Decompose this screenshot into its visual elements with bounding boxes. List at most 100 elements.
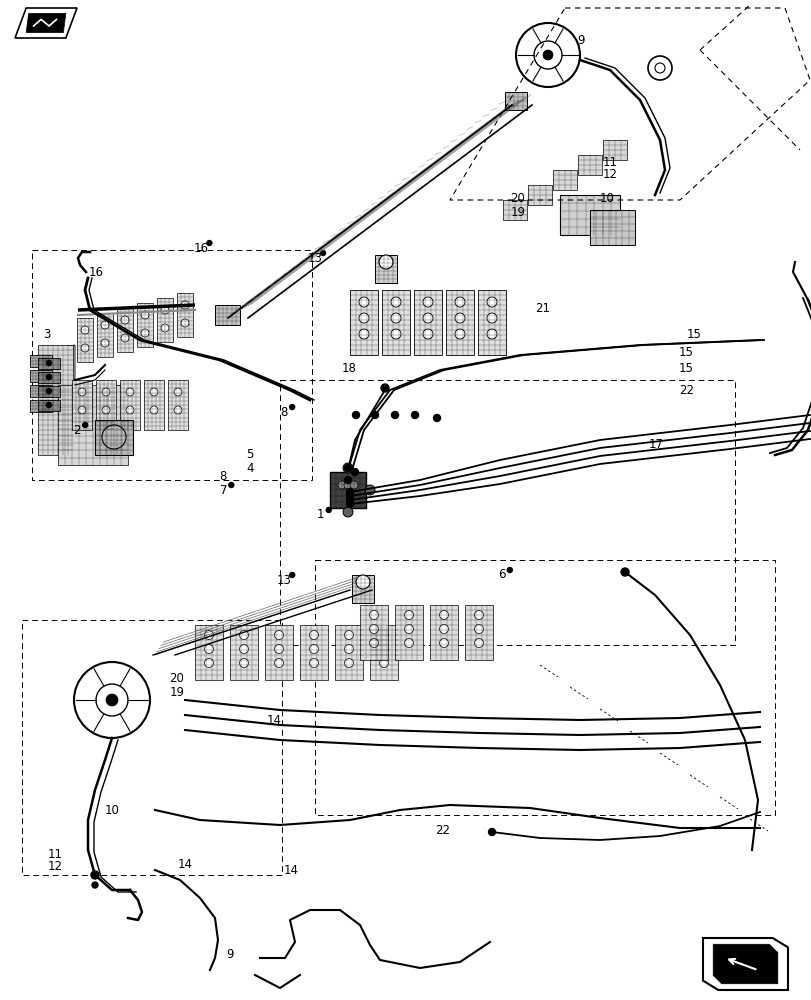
Circle shape <box>81 344 89 352</box>
Circle shape <box>101 321 109 329</box>
Circle shape <box>150 388 158 396</box>
Bar <box>195 625 223 680</box>
Circle shape <box>487 297 496 307</box>
Circle shape <box>355 575 370 589</box>
Bar <box>215 305 240 325</box>
Bar <box>168 380 188 430</box>
Circle shape <box>487 329 496 339</box>
Circle shape <box>92 882 98 888</box>
Bar <box>96 380 116 430</box>
Circle shape <box>121 334 129 342</box>
Bar <box>560 195 620 235</box>
Circle shape <box>454 297 465 307</box>
Text: 13: 13 <box>307 251 322 264</box>
Circle shape <box>350 481 358 489</box>
Bar <box>590 210 634 245</box>
Bar <box>177 293 193 337</box>
Text: 19: 19 <box>169 686 184 698</box>
Text: 8: 8 <box>280 406 288 418</box>
Circle shape <box>507 568 512 572</box>
Circle shape <box>358 313 368 323</box>
Text: 18: 18 <box>341 361 356 374</box>
Circle shape <box>239 645 248 654</box>
Text: 21: 21 <box>534 302 549 314</box>
Text: 2: 2 <box>73 424 81 436</box>
Bar <box>394 605 423 660</box>
Circle shape <box>102 388 109 396</box>
Circle shape <box>46 402 52 408</box>
Circle shape <box>379 645 388 654</box>
Text: 6: 6 <box>497 568 505 582</box>
Circle shape <box>239 658 248 668</box>
Bar <box>117 308 133 352</box>
Bar <box>22 620 281 875</box>
Bar <box>38 358 60 369</box>
Bar <box>120 380 139 430</box>
Bar <box>465 605 492 660</box>
Circle shape <box>174 406 182 414</box>
Bar <box>38 386 60 397</box>
Circle shape <box>369 639 378 648</box>
Circle shape <box>46 374 52 380</box>
Bar <box>97 313 113 357</box>
Circle shape <box>379 631 388 640</box>
Text: 15: 15 <box>678 361 693 374</box>
Text: 9: 9 <box>576 33 584 46</box>
Bar <box>502 200 526 220</box>
Text: 22: 22 <box>678 383 693 396</box>
Text: 11: 11 <box>48 848 62 861</box>
Circle shape <box>346 500 353 508</box>
Circle shape <box>161 324 169 332</box>
Bar <box>603 140 626 160</box>
Circle shape <box>326 508 331 512</box>
Circle shape <box>543 50 552 60</box>
Circle shape <box>404 624 413 634</box>
Circle shape <box>404 639 413 648</box>
Circle shape <box>439 639 448 648</box>
Circle shape <box>391 329 401 339</box>
Circle shape <box>391 313 401 323</box>
Circle shape <box>369 610 378 619</box>
Bar <box>299 625 328 680</box>
Polygon shape <box>712 944 777 984</box>
Circle shape <box>346 496 353 504</box>
Circle shape <box>344 481 351 489</box>
Bar <box>315 560 774 815</box>
Bar <box>351 575 374 603</box>
Circle shape <box>204 645 213 654</box>
Circle shape <box>81 326 89 334</box>
Polygon shape <box>45 395 75 450</box>
Circle shape <box>358 329 368 339</box>
Bar <box>478 290 505 355</box>
Circle shape <box>174 388 182 396</box>
Circle shape <box>290 404 294 410</box>
Circle shape <box>78 406 86 414</box>
Circle shape <box>344 464 351 472</box>
Text: 8: 8 <box>219 471 227 484</box>
Bar <box>77 318 93 362</box>
Text: 17: 17 <box>648 438 663 452</box>
Circle shape <box>454 313 465 323</box>
Circle shape <box>342 507 353 517</box>
Bar <box>335 625 363 680</box>
Text: 3: 3 <box>43 328 51 342</box>
Polygon shape <box>26 13 66 33</box>
Text: 20: 20 <box>169 672 184 684</box>
Circle shape <box>274 658 283 668</box>
Text: 10: 10 <box>599 192 614 205</box>
Bar <box>144 380 164 430</box>
Circle shape <box>102 406 109 414</box>
Bar <box>430 605 457 660</box>
Text: 9: 9 <box>225 948 234 962</box>
Circle shape <box>423 329 432 339</box>
Text: 15: 15 <box>678 346 693 359</box>
Bar <box>30 370 52 382</box>
Polygon shape <box>45 345 75 400</box>
Circle shape <box>204 631 213 640</box>
Circle shape <box>344 658 353 668</box>
Circle shape <box>474 639 483 648</box>
Circle shape <box>344 477 351 484</box>
Circle shape <box>126 388 134 396</box>
Circle shape <box>404 610 413 619</box>
Circle shape <box>121 316 129 324</box>
